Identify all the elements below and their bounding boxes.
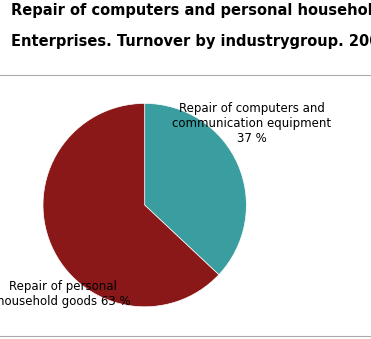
Text: Repair of computers and
communication equipment
37 %: Repair of computers and communication eq… — [172, 102, 331, 145]
Text: Enterprises. Turnover by industrygroup. 2009: Enterprises. Turnover by industrygroup. … — [11, 34, 371, 49]
Text: Repair of computers and personal household goods.: Repair of computers and personal househo… — [11, 3, 371, 18]
Wedge shape — [145, 103, 246, 275]
Wedge shape — [43, 103, 219, 307]
Text: Repair of personal
household goods 63 %: Repair of personal household goods 63 % — [0, 280, 130, 308]
